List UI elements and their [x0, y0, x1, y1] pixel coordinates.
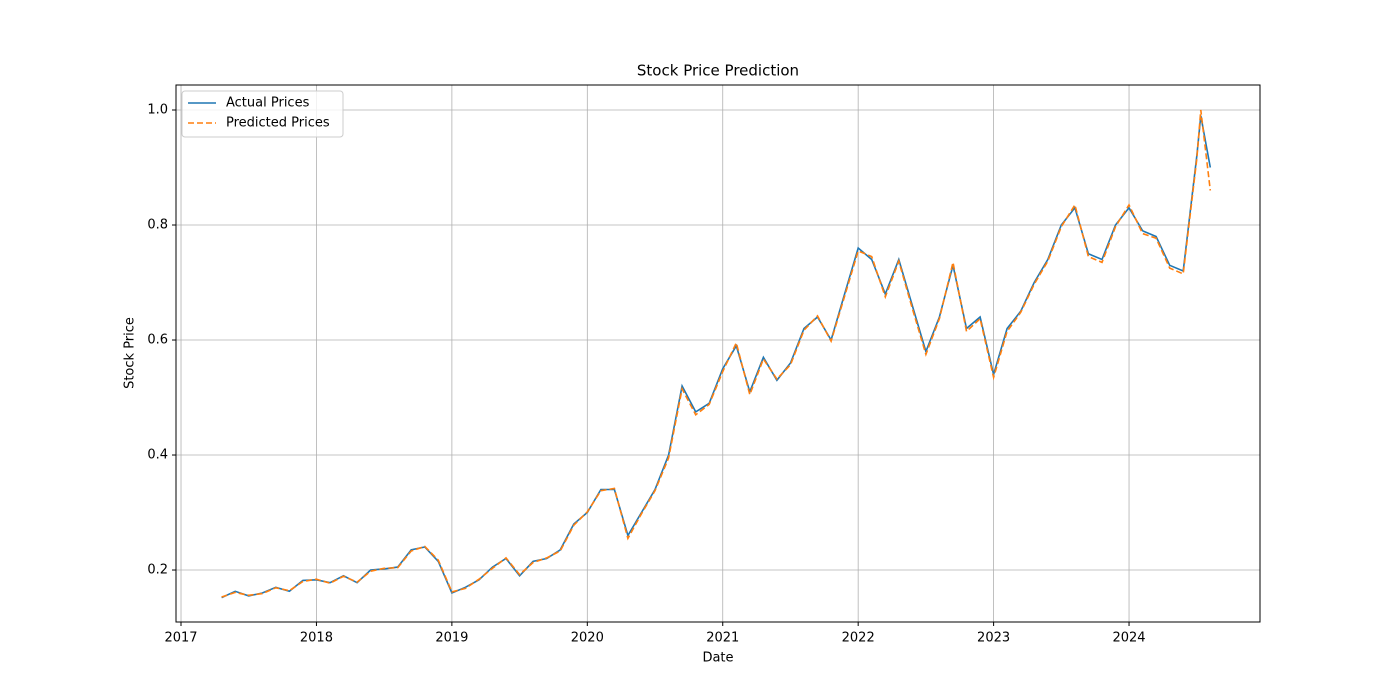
- y-tick-label: 0.8: [147, 218, 168, 233]
- x-tick-label: 2019: [435, 631, 468, 646]
- x-tick-label: 2023: [977, 631, 1010, 646]
- data-line: [221, 115, 1212, 599]
- legend-label: Actual Prices: [226, 96, 310, 111]
- legend-label: Predicted Prices: [226, 116, 330, 131]
- x-tick-label: 2017: [164, 631, 197, 646]
- x-tick-label: 2021: [706, 631, 739, 646]
- x-tick-label: 2020: [571, 631, 604, 646]
- y-axis-label: Stock Price: [123, 317, 138, 389]
- y-tick-label: 0.6: [147, 333, 168, 348]
- y-tick-label: 0.2: [147, 563, 168, 578]
- x-tick-label: 2018: [300, 631, 333, 646]
- y-tick-label: 1.0: [147, 103, 168, 118]
- plot-frame: [175, 84, 1261, 623]
- x-tick-label: 2024: [1112, 631, 1145, 646]
- legend-box: [181, 90, 344, 138]
- chart-title: Stock Price Prediction: [637, 62, 799, 80]
- x-axis-label: Date: [702, 651, 733, 666]
- y-tick-label: 0.4: [147, 448, 168, 463]
- x-tick-label: 2022: [842, 631, 875, 646]
- legend: Actual Prices Predicted Prices: [181, 90, 344, 138]
- data-line: [221, 109, 1212, 598]
